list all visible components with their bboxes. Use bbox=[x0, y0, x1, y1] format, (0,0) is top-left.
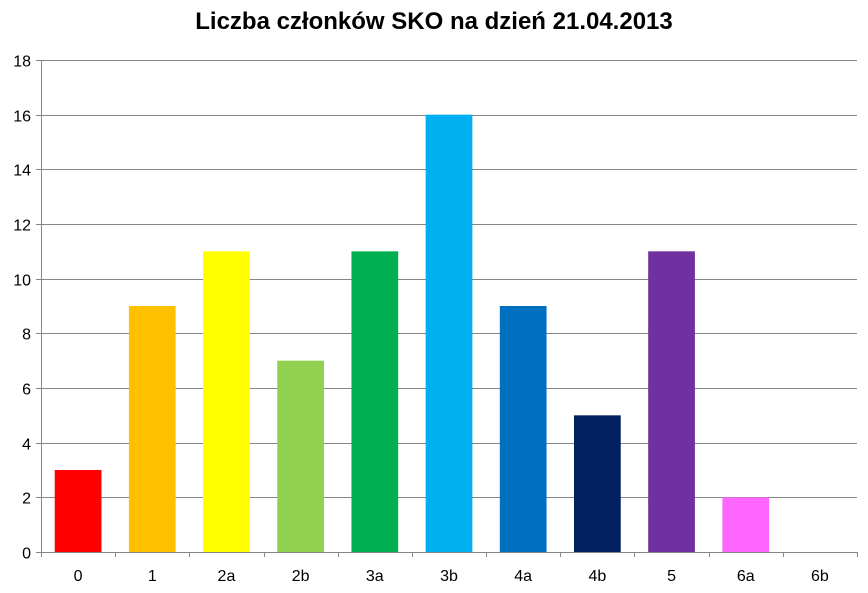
axes bbox=[36, 60, 858, 557]
x-tick-label: 4b bbox=[588, 568, 606, 585]
x-tick-label: 2a bbox=[218, 568, 236, 585]
bar-5 bbox=[648, 251, 695, 553]
bar-0 bbox=[54, 470, 102, 552]
x-tick-label: 6a bbox=[737, 568, 755, 585]
y-tick-label: 4 bbox=[22, 437, 31, 454]
bar-4b bbox=[573, 415, 621, 552]
y-tick-label: 16 bbox=[13, 109, 31, 126]
chart-title: Liczba członków SKO na dzień 21.04.2013 bbox=[195, 8, 673, 35]
x-tick-label: 4a bbox=[514, 568, 532, 585]
y-tick-label: 10 bbox=[13, 273, 31, 290]
y-tick-label: 18 bbox=[13, 54, 31, 71]
x-tick-label: 0 bbox=[74, 568, 83, 585]
bar-2b bbox=[277, 360, 325, 552]
x-tick-label: 3b bbox=[440, 568, 458, 585]
y-tick-label: 6 bbox=[22, 382, 31, 399]
bar-1 bbox=[128, 306, 176, 552]
x-tick-label: 3a bbox=[366, 568, 384, 585]
bar-6a bbox=[722, 497, 770, 552]
x-tick-label: 1 bbox=[148, 568, 157, 585]
x-tick-label: 5 bbox=[667, 568, 676, 585]
x-tick-label: 2b bbox=[292, 568, 310, 585]
y-tick-label: 2 bbox=[22, 491, 31, 508]
tick-labels: 0 2 4 6 8 10 12 14 16 18 0 1 2a 2b 3a 3b 4a 4b 5 6a 6b bbox=[13, 54, 829, 586]
x-tick-label: 6b bbox=[811, 568, 829, 585]
bar-3a bbox=[351, 251, 399, 553]
bar-3b bbox=[425, 114, 473, 553]
y-tick-label: 0 bbox=[22, 546, 31, 563]
bar-2a bbox=[203, 251, 250, 553]
y-tick-label: 12 bbox=[13, 218, 31, 235]
y-tick-label: 8 bbox=[22, 327, 31, 344]
bars bbox=[54, 114, 770, 553]
y-tick-label: 14 bbox=[13, 163, 31, 180]
bar-4a bbox=[499, 306, 547, 552]
